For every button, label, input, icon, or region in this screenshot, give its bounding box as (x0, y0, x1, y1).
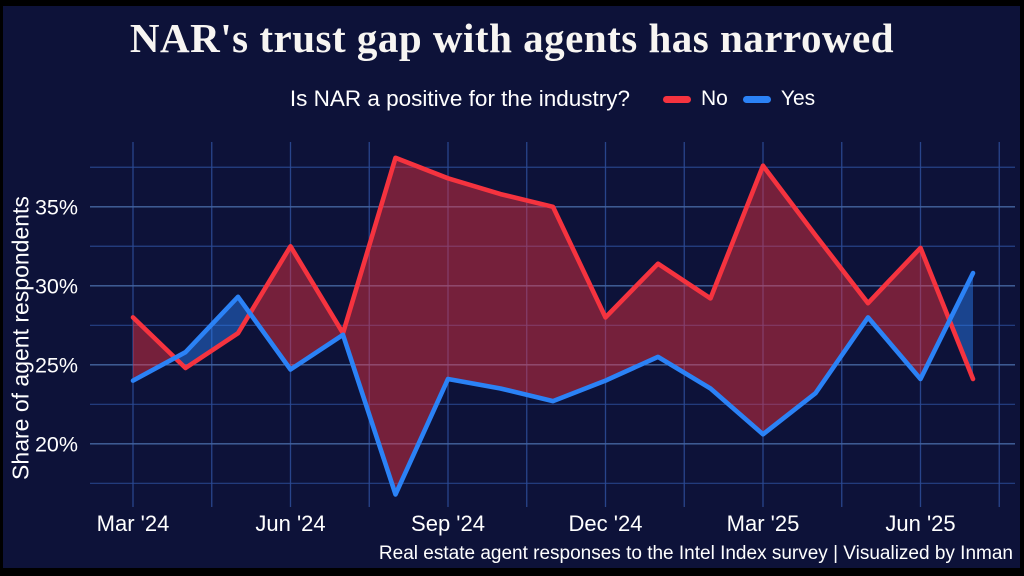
y-axis-title: Share of agent respondents (7, 196, 34, 480)
y-tick-label: 20% (35, 432, 78, 456)
fill-region-no-above (250, 157, 950, 495)
chart-subtitle: Is NAR a positive for the industry? (289, 86, 631, 111)
y-tick-label: 30% (35, 274, 78, 298)
x-tick-label: Mar '24 (97, 511, 170, 536)
legend-item-no: No (663, 87, 728, 111)
legend: No Yes (648, 87, 815, 111)
yes-series-swatch-icon (742, 95, 771, 103)
x-tick-label: Dec '24 (569, 511, 643, 536)
line-yes (130, 270, 976, 497)
x-tick-label: Mar '25 (727, 511, 800, 536)
legend-label-yes: Yes (780, 87, 816, 110)
legend-label-no: No (701, 87, 728, 110)
line-no (130, 155, 976, 382)
chart-canvas (3, 6, 1020, 568)
x-tick-label: Jun '24 (255, 511, 325, 536)
y-tick-label: 35% (35, 195, 78, 219)
fill-region-yes-above (175, 296, 250, 368)
legend-item-yes: Yes (742, 87, 816, 111)
fill-region-yes-above (949, 273, 973, 379)
x-tick-label: Sep '24 (411, 511, 485, 536)
no-series-swatch-icon (663, 95, 692, 103)
y-tick-label: 25% (35, 353, 78, 377)
x-tick-label: Jun '25 (885, 511, 955, 536)
fill-region-no-above (133, 317, 175, 381)
footer-caption: Real estate agent responses to the Intel… (378, 543, 1013, 564)
page-title: NAR's trust gap with agents has narrowed (129, 15, 895, 61)
chart-subtitle-row: Is NAR a positive for the industry? No Y… (90, 84, 1015, 114)
